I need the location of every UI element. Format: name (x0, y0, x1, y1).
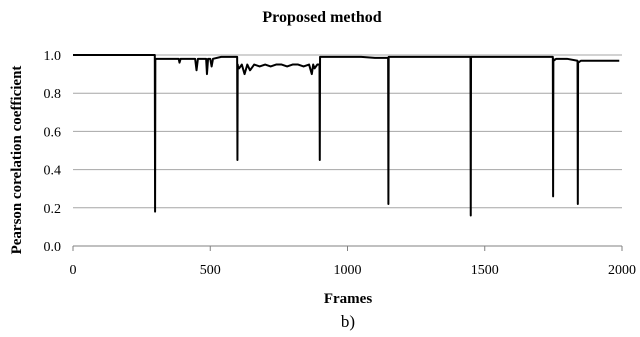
series-group (73, 54, 620, 217)
x-tick-label-1000: 1000 (334, 263, 362, 278)
y-tick-label-1.0: 1.0 (44, 49, 62, 64)
x-tick-label-2000: 2000 (608, 263, 636, 278)
x-axis-title: Frames (324, 291, 372, 307)
chart-title: Proposed method (262, 9, 381, 26)
y-tick-label-0.6: 0.6 (44, 125, 62, 140)
grid-lines (73, 54, 622, 209)
y-tick-label-0.4: 0.4 (44, 164, 62, 179)
y-tick-label-0.8: 0.8 (44, 87, 62, 102)
x-tick-label-500: 500 (200, 263, 221, 278)
y-tick-labels: 0.0 0.2 0.4 0.6 0.8 1.0 (44, 49, 62, 255)
x-tick-labels: 0 500 1000 1500 2000 (70, 246, 636, 278)
figure-caption: b) (341, 312, 355, 331)
x-tick-label-0: 0 (70, 263, 77, 278)
y-axis-title: Pearson corelation coefficient (9, 66, 25, 255)
y-tick-label-0.0: 0.0 (44, 240, 62, 255)
y-tick-label-0.2: 0.2 (44, 202, 62, 217)
x-tick-label-1500: 1500 (471, 263, 499, 278)
series-line-0 (73, 54, 620, 217)
